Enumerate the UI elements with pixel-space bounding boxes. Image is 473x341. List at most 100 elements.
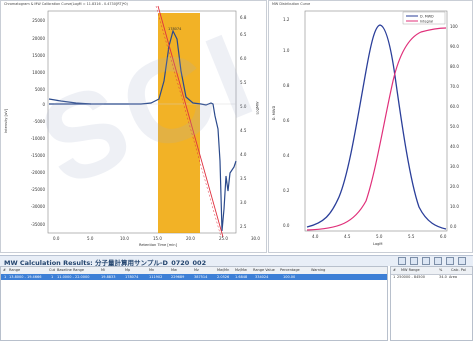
cell: 1 [4, 275, 7, 279]
y-tick: -25000 [30, 187, 45, 192]
col-header[interactable]: % [439, 268, 443, 272]
col-header[interactable]: Mz [194, 268, 199, 272]
y2-tick: 30.0 [450, 164, 459, 169]
col-header[interactable]: Cut [49, 268, 56, 272]
y2-tick: 4.0 [240, 152, 247, 157]
x-tick: 10.0 [120, 236, 129, 241]
mwd-title: MW Distribution Curve [272, 2, 311, 6]
col-header[interactable]: Mz/Mw [235, 268, 247, 272]
x-tick: 5.0 [376, 234, 383, 239]
col-header[interactable]: Warning [311, 268, 326, 272]
y2-tick: 3.0 [240, 200, 247, 205]
mwd-plot[interactable]: D. MWD Integral [269, 1, 473, 253]
close-icon[interactable] [458, 257, 466, 265]
left-x-label: Retention Time [min] [139, 243, 177, 247]
right-y-label: D. MWD [272, 105, 277, 121]
calibration-curve [157, 5, 224, 238]
y-tick: 0.4 [283, 153, 290, 158]
y-tick: -30000 [30, 204, 45, 209]
col-header[interactable]: Mw/Mn [217, 268, 230, 272]
results-title: MW Calculation Results: 分子量計算用サンプル-D_072… [4, 259, 207, 267]
y2-tick: 6.8 [240, 15, 247, 20]
y-tick: 0.6 [283, 118, 290, 123]
col-header[interactable]: Mw [171, 268, 177, 272]
settings-icon[interactable] [446, 257, 454, 265]
peak-label: 178074 [168, 27, 182, 31]
y-tick: 0.0 [283, 223, 290, 228]
mwd-curve [306, 24, 447, 230]
y-tick: 0 [42, 102, 45, 107]
y2-tick: 80.0 [450, 64, 459, 69]
x-tick: 5.5 [408, 234, 415, 239]
y2-tick: 20.0 [450, 184, 459, 189]
col-header[interactable]: Mn [149, 268, 155, 272]
col-header[interactable]: Calc. Pol [451, 268, 466, 272]
copy-icon[interactable] [410, 257, 418, 265]
y-tick: 1.2 [283, 17, 290, 22]
export-icon[interactable] [422, 257, 430, 265]
y2-tick: 40.0 [450, 144, 459, 149]
mw-range-table[interactable]: # MW Range % Calc. Pol 1 250000 - 84500 … [390, 266, 473, 341]
y2-tick: 3.5 [240, 176, 247, 181]
chromatogram-plot[interactable]: 178074 [1, 1, 267, 253]
results-table[interactable]: # Range Cut Baseline Range Mi Mp Mn Mw M… [0, 266, 388, 341]
y2-tick: 2.5 [240, 224, 247, 229]
results-header: MW Calculation Results: 分子量計算用サンプル-D_072… [0, 255, 473, 267]
print-icon[interactable] [398, 257, 406, 265]
x-tick: 25.0 [219, 236, 228, 241]
cell: 229689 [171, 275, 185, 279]
integration-range-highlight [158, 13, 200, 233]
y2-tick: 5.0 [240, 104, 247, 109]
cell: 34.0 [439, 275, 447, 279]
y-tick: 1.0 [283, 48, 290, 53]
cell: 387514 [194, 275, 208, 279]
cell: 1 [393, 275, 396, 279]
cell: 19.8833 [101, 275, 116, 279]
x-tick: 0.0 [53, 236, 60, 241]
chromatogram-panel: Chromatogram & MW Calibration Curve(LogM… [0, 0, 267, 253]
cell: Area [449, 275, 458, 279]
col-header[interactable]: Range Value [253, 268, 275, 272]
y-tick: 25000 [32, 18, 45, 23]
y-tick: -5000 [33, 119, 45, 124]
y-tick: 20000 [32, 36, 45, 41]
cell: 111902 [149, 275, 163, 279]
col-header[interactable]: Mp [125, 268, 131, 272]
col-header[interactable]: Range [9, 268, 21, 272]
y2-tick: 10.0 [450, 204, 459, 209]
cell: 250000 - 84500 [397, 275, 425, 279]
cell: 11.0000 - 22.0000 [57, 275, 90, 279]
x-tick: 5.0 [87, 236, 94, 241]
y2-tick: 5.5 [240, 80, 247, 85]
chromatogram-trace-low [48, 98, 92, 105]
chromatogram-title: Chromatogram & MW Calibration Curve(LogM… [4, 2, 128, 6]
y-tick: -15000 [30, 153, 45, 158]
col-header[interactable]: # [3, 268, 6, 272]
col-header[interactable]: Baseline Range [57, 268, 85, 272]
cell: 13.8000 - 19.4666 [9, 275, 42, 279]
y2-tick: 6.5 [240, 32, 247, 37]
y-tick: 15000 [32, 53, 45, 58]
right-x-label: LogM [373, 242, 383, 246]
y-tick: 10000 [32, 70, 45, 75]
cell: 1 [51, 275, 54, 279]
cell: 334024 [255, 275, 269, 279]
y2-tick: 0.0 [450, 224, 457, 229]
y2-tick: 90.0 [450, 44, 459, 49]
table-icon[interactable] [434, 257, 442, 265]
x-tick: 6.0 [440, 234, 447, 239]
cell: 100.00 [283, 275, 296, 279]
cell: 178074 [125, 275, 139, 279]
col-header[interactable]: MW Range [401, 268, 420, 272]
y-tick: -20000 [30, 170, 45, 175]
cell: 2.0526 [217, 275, 230, 279]
y2-tick: 6.0 [240, 56, 247, 61]
table-row[interactable] [1, 274, 387, 280]
col-header[interactable]: # [393, 268, 396, 272]
col-header[interactable]: Percentage [280, 268, 300, 272]
x-tick: 20.0 [186, 236, 195, 241]
chromatogram-trace [49, 29, 237, 232]
legend-mwd: D. MWD [420, 15, 434, 19]
y2-tick: 100 [450, 24, 458, 29]
col-header[interactable]: Mi [101, 268, 105, 272]
